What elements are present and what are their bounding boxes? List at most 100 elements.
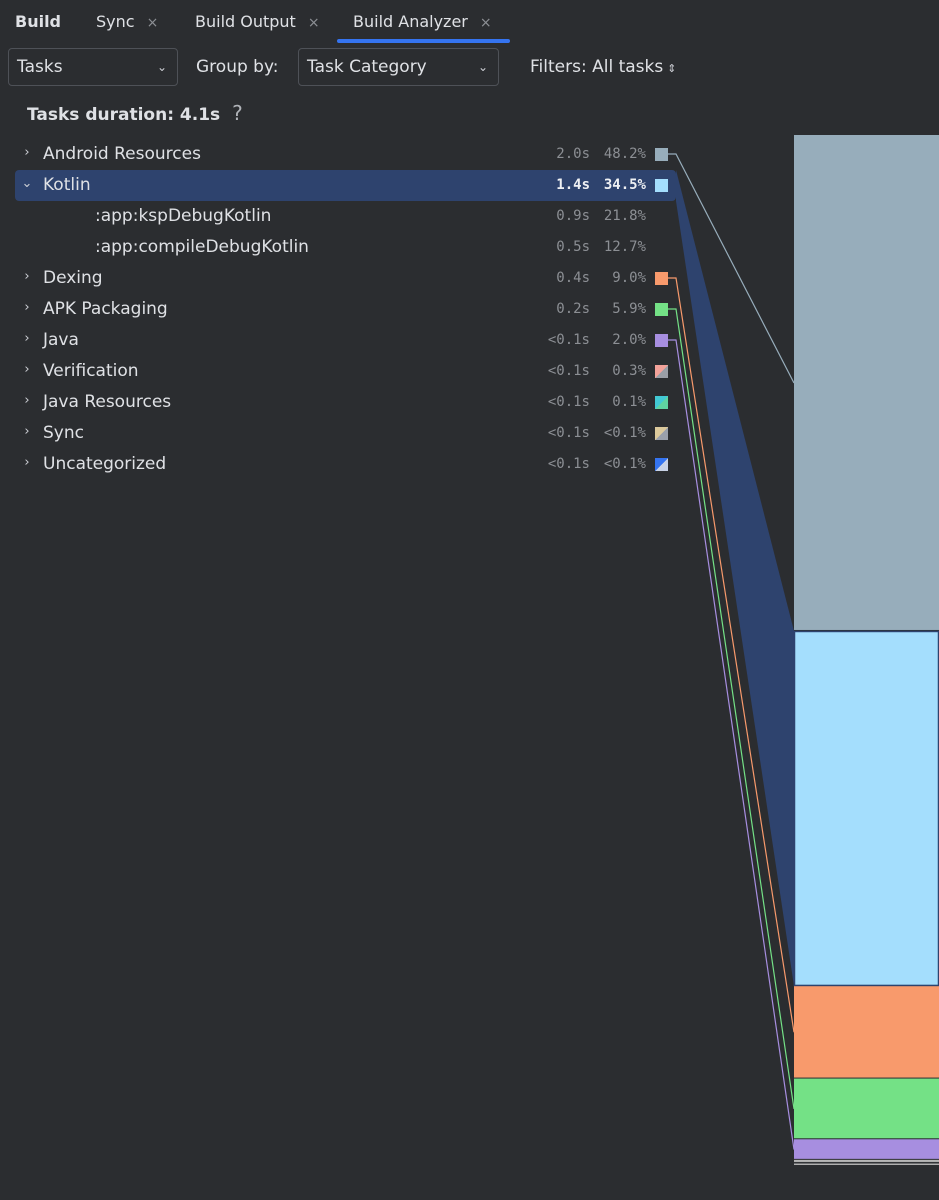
up-down-icon: ⇕: [667, 62, 677, 75]
tab-sync-label: Sync: [96, 12, 135, 31]
row-name: Verification: [43, 361, 139, 381]
color-swatch-icon: [655, 334, 668, 347]
row-percent: 5.9%: [612, 301, 646, 317]
row-name: Kotlin: [43, 175, 91, 195]
row-percent: 48.2%: [603, 146, 646, 162]
chart-bar-verification[interactable]: [794, 1159, 939, 1162]
task-row[interactable]: :app:compileDebugKotlin 0.5s 12.7%: [0, 232, 680, 263]
row-name: Dexing: [43, 268, 103, 288]
tool-window-title: Build: [15, 12, 62, 31]
tab-build-output[interactable]: Build Output ×: [195, 12, 320, 31]
close-icon[interactable]: ×: [307, 15, 320, 31]
row-name: Android Resources: [43, 144, 201, 164]
tab-build-analyzer-label: Build Analyzer: [353, 12, 468, 31]
row-percent: <0.1%: [603, 425, 646, 441]
tasks-duration-label: Tasks duration: 4.1s: [27, 105, 221, 125]
chevron-right-icon[interactable]: ›: [24, 455, 30, 470]
row-percent: <0.1%: [603, 456, 646, 472]
category-row[interactable]: › Java <0.1s 2.0%: [0, 325, 680, 356]
chevron-right-icon[interactable]: ›: [24, 300, 30, 315]
filters-label: Filters: All tasks: [530, 57, 664, 77]
row-name: Java Resources: [43, 392, 172, 412]
chart-bar-java-resources[interactable]: [794, 1162, 939, 1164]
chevron-right-icon[interactable]: ›: [24, 145, 30, 160]
chevron-right-icon[interactable]: ›: [24, 269, 30, 284]
row-name: Java: [43, 330, 79, 350]
row-duration: <0.1s: [547, 456, 590, 472]
row-duration: 0.9s: [556, 208, 590, 224]
tasks-duration-summary: Tasks duration: 4.1s?: [27, 101, 243, 125]
category-connector-line: [668, 153, 795, 384]
filters-dropdown[interactable]: Filters: All tasks ⇕: [530, 57, 676, 77]
row-name: :app:kspDebugKotlin: [95, 206, 272, 226]
chevron-down-icon: ⌄: [156, 60, 167, 74]
row-name: :app:compileDebugKotlin: [95, 237, 309, 257]
color-swatch-icon: [655, 179, 668, 192]
row-percent: 0.1%: [612, 394, 646, 410]
row-percent: 21.8%: [603, 208, 646, 224]
chart-bar-kotlin[interactable]: [794, 630, 939, 985]
chart-bar-uncategorized[interactable]: [794, 1164, 939, 1165]
tab-bar: Build Sync × Build Output × Build Analyzer…: [0, 0, 939, 44]
row-percent: 9.0%: [612, 270, 646, 286]
color-swatch-icon: [655, 396, 668, 409]
category-row[interactable]: › Dexing 0.4s 9.0%: [0, 263, 680, 294]
chevron-down-icon[interactable]: ⌄: [21, 176, 33, 191]
row-name: Sync: [43, 423, 84, 443]
tab-build-analyzer[interactable]: Build Analyzer ×: [353, 12, 492, 31]
color-swatch-icon: [655, 365, 668, 378]
row-duration: <0.1s: [547, 394, 590, 410]
view-select-value: Tasks: [17, 57, 63, 77]
category-row[interactable]: › APK Packaging 0.2s 5.9%: [0, 294, 680, 325]
category-row[interactable]: › Verification <0.1s 0.3%: [0, 356, 680, 387]
chart-bar-android-resources[interactable]: [794, 135, 939, 630]
chart-bar-sync[interactable]: [794, 1163, 939, 1165]
selection-highlight: [15, 170, 676, 201]
tab-build-output-label: Build Output: [195, 12, 296, 31]
chevron-right-icon[interactable]: ›: [24, 393, 30, 408]
color-swatch-icon: [655, 458, 668, 471]
category-row[interactable]: › Sync <0.1s <0.1%: [0, 418, 680, 449]
view-select[interactable]: Tasks ⌄: [8, 48, 178, 86]
row-percent: 12.7%: [603, 239, 646, 255]
color-swatch-icon: [655, 148, 668, 161]
chevron-right-icon[interactable]: ›: [24, 424, 30, 439]
row-name: Uncategorized: [43, 454, 167, 474]
color-swatch-icon: [655, 272, 668, 285]
row-percent: 0.3%: [612, 363, 646, 379]
chevron-right-icon[interactable]: ›: [24, 331, 30, 346]
group-by-select-value: Task Category: [307, 57, 427, 77]
row-duration: <0.1s: [547, 332, 590, 348]
toolbar: Tasks ⌄ Group by: Task Category ⌄ Filter…: [0, 46, 939, 90]
tab-sync[interactable]: Sync ×: [96, 12, 158, 31]
row-duration: 0.2s: [556, 301, 590, 317]
category-row[interactable]: › Android Resources 2.0s 48.2%: [0, 139, 680, 170]
category-connector-line: [668, 339, 795, 1150]
row-duration: 0.4s: [556, 270, 590, 286]
chart-bar-dexing[interactable]: [794, 985, 939, 1078]
chart-bar-java[interactable]: [794, 1139, 939, 1159]
close-icon[interactable]: ×: [479, 15, 492, 31]
row-duration: 1.4s: [556, 177, 590, 193]
row-duration: 2.0s: [556, 146, 590, 162]
task-row[interactable]: :app:kspDebugKotlin 0.9s 21.8%: [0, 201, 680, 232]
chevron-right-icon[interactable]: ›: [24, 362, 30, 377]
color-swatch-icon: [655, 427, 668, 440]
close-icon[interactable]: ×: [146, 15, 159, 31]
category-row[interactable]: ⌄ Kotlin 1.4s 34.5%: [0, 170, 680, 201]
category-connector-line: [668, 308, 795, 1110]
row-duration: <0.1s: [547, 425, 590, 441]
category-row[interactable]: › Uncategorized <0.1s <0.1%: [0, 449, 680, 480]
chevron-down-icon: ⌄: [477, 60, 488, 74]
color-swatch-icon: [655, 303, 668, 316]
row-name: APK Packaging: [43, 299, 168, 319]
row-percent: 34.5%: [603, 177, 646, 193]
category-row[interactable]: › Java Resources <0.1s 0.1%: [0, 387, 680, 418]
help-icon[interactable]: ?: [232, 101, 243, 125]
active-tab-indicator: [337, 39, 510, 43]
category-connector-line: [668, 277, 795, 1033]
group-by-label: Group by:: [196, 57, 279, 77]
chart-bar-apk-packaging[interactable]: [794, 1078, 939, 1139]
row-duration: 0.5s: [556, 239, 590, 255]
group-by-select[interactable]: Task Category ⌄: [298, 48, 499, 86]
